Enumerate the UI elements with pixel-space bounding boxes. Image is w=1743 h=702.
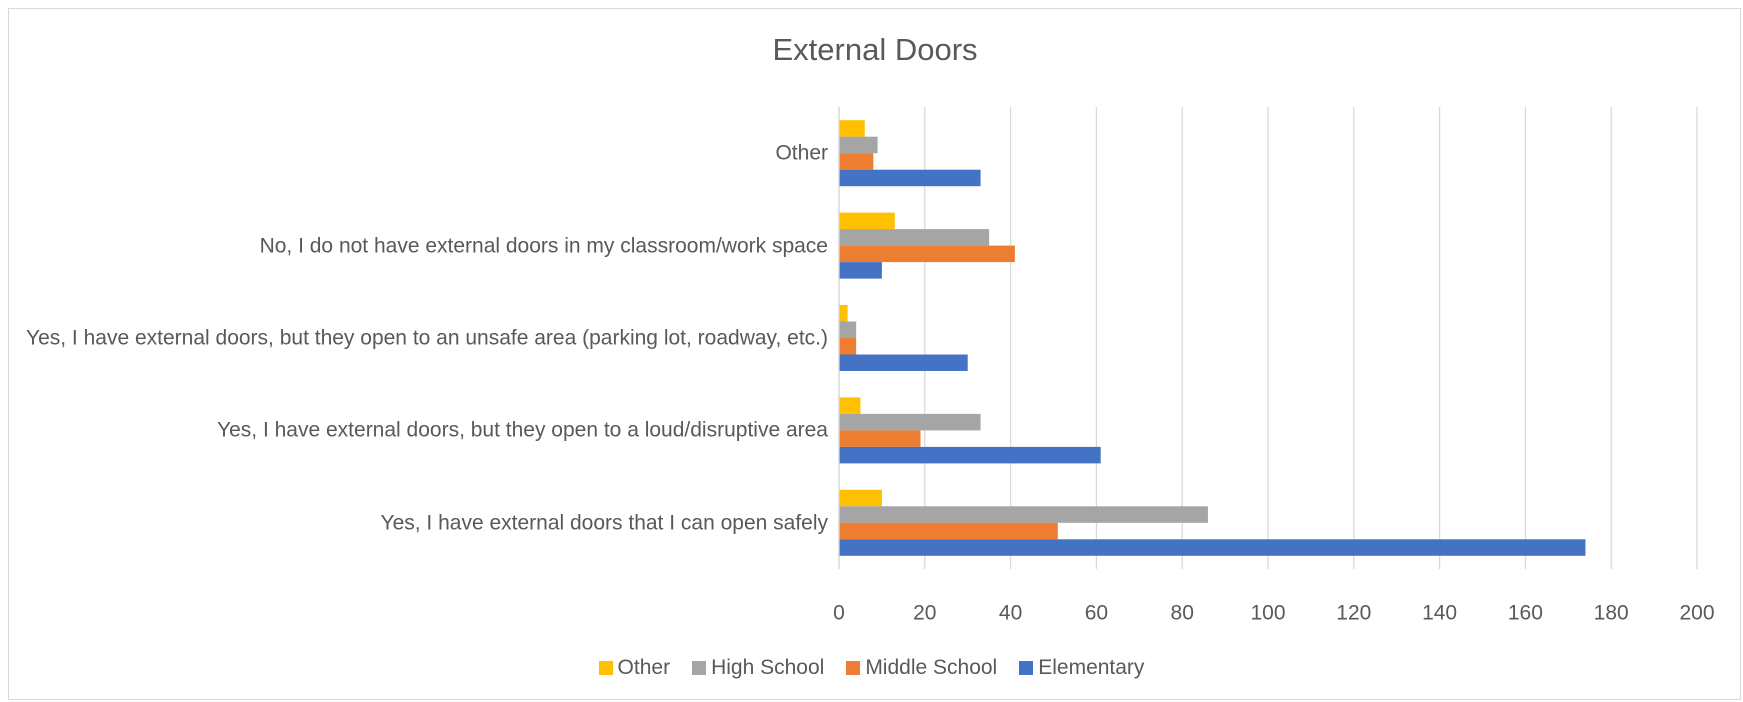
legend-swatch: [846, 661, 861, 675]
legend-item: High School: [692, 656, 824, 680]
bar: [839, 522, 1058, 540]
chart-frame: [8, 8, 1741, 700]
bar: [839, 489, 882, 507]
legend: Other High School Middle School Elementary: [0, 656, 1743, 680]
bar: [839, 136, 878, 154]
legend-label: Middle School: [865, 656, 998, 679]
category-label: Yes, I have external doors, but they ope…: [217, 418, 828, 442]
legend-swatch: [1019, 661, 1034, 675]
legend-label: Other: [617, 656, 671, 679]
x-tick-label: 200: [1679, 602, 1714, 625]
bar: [839, 169, 981, 187]
bar: [839, 321, 857, 338]
bar: [839, 153, 874, 170]
category-label: Yes, I have external doors, but they ope…: [26, 326, 828, 350]
bar: [839, 354, 968, 371]
bar: [839, 446, 1101, 464]
legend-item: Other: [598, 656, 671, 680]
x-tick-label: 120: [1336, 602, 1371, 625]
x-tick-label: 40: [999, 602, 1022, 625]
category-label: No, I do not have external doors in my c…: [259, 234, 828, 258]
x-tick-label: 0: [833, 602, 845, 625]
bar: [839, 262, 882, 279]
bar: [839, 397, 861, 414]
x-tick-label: 20: [913, 602, 936, 625]
bar: [839, 305, 848, 322]
x-tick-label: 100: [1250, 602, 1285, 625]
bar: [839, 539, 1586, 556]
legend-item: Middle School: [846, 656, 997, 680]
x-tick-label: 160: [1508, 602, 1543, 625]
legend-label: Elementary: [1038, 656, 1145, 679]
x-tick-label: 180: [1594, 602, 1629, 625]
bar: [839, 506, 1208, 523]
bar: [839, 212, 895, 230]
bar: [839, 338, 857, 355]
legend-label: High School: [711, 656, 825, 679]
legend-item: Elementary: [1019, 656, 1144, 680]
bar: [839, 120, 865, 137]
bar: [839, 430, 921, 447]
bar: [839, 245, 1015, 263]
category-label: Yes, I have external doors that I can op…: [380, 511, 828, 535]
legend-swatch: [598, 661, 613, 675]
x-tick-label: 60: [1085, 602, 1108, 625]
chart-title: External Doors: [772, 32, 977, 67]
bar: [839, 413, 981, 431]
x-tick-label: 140: [1422, 602, 1457, 625]
x-tick-label: 80: [1171, 602, 1194, 625]
bar: [839, 229, 990, 246]
legend-swatch: [692, 661, 707, 675]
category-label: Other: [775, 141, 828, 165]
